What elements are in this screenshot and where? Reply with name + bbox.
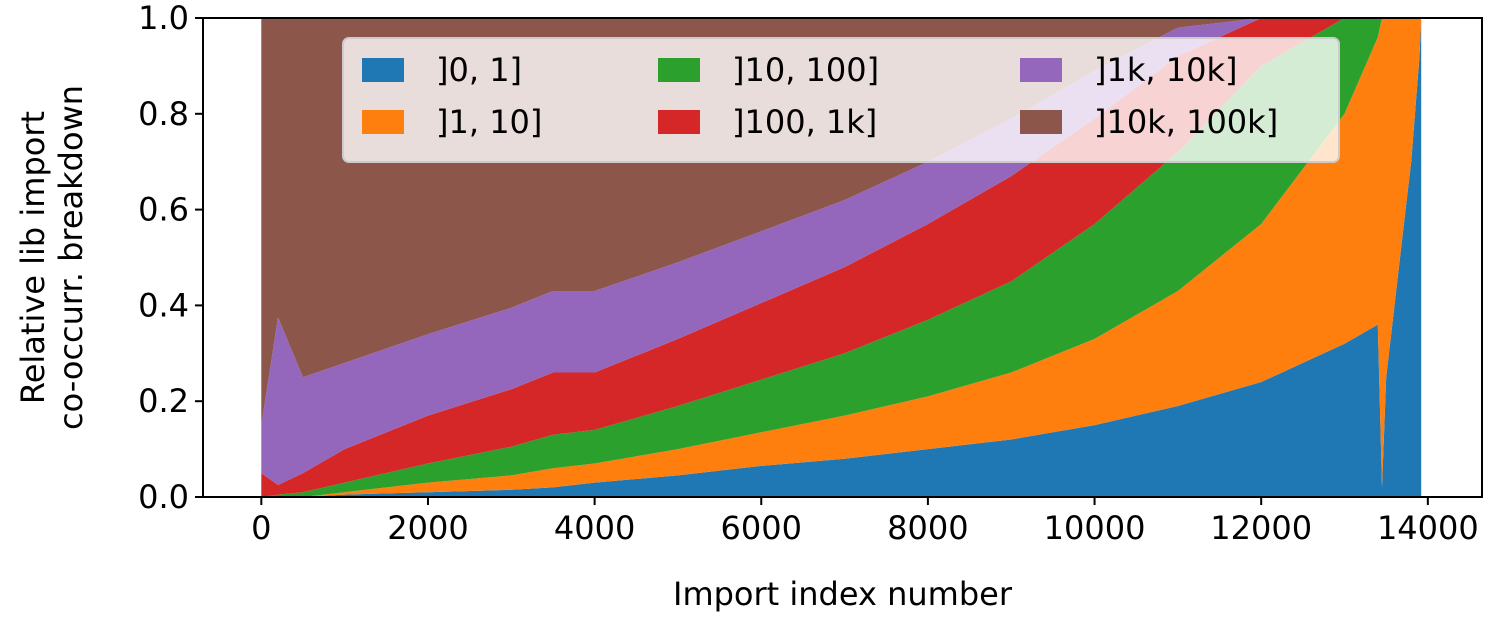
y-tick-label: 1.0 <box>138 0 189 37</box>
legend-label: ]100, 1k] <box>732 103 877 141</box>
legend-label: ]10k, 100k] <box>1094 103 1278 141</box>
y-axis-label-line-2: co-occurr. breakdown <box>52 85 90 430</box>
y-tick-label: 0.8 <box>138 95 189 133</box>
x-tick-label: 0 <box>251 509 271 547</box>
x-tick-label: 6000 <box>721 509 802 547</box>
area-series-1 <box>261 18 1422 497</box>
legend-item: ]10k, 100k] <box>1020 103 1278 141</box>
x-axis-ticks: 0 2000 4000 6000 8000 10000 12000 14000 <box>251 497 1479 547</box>
legend-label: ]1, 10] <box>436 103 542 141</box>
legend-item: ]100, 1k] <box>658 103 877 141</box>
legend-item: ]0, 1] <box>362 51 522 89</box>
legend-label: ]1k, 10k] <box>1094 51 1237 89</box>
x-tick-label: 14000 <box>1377 509 1479 547</box>
legend-box <box>342 37 1340 163</box>
legend-label: ]10, 100] <box>732 51 879 89</box>
y-tick-label: 0.2 <box>138 382 189 420</box>
legend-item: ]1k, 10k] <box>1020 51 1237 89</box>
legend-swatch <box>362 58 404 82</box>
legend-swatch <box>658 58 700 82</box>
x-tick-label: 2000 <box>387 509 468 547</box>
x-axis-label: Import index number <box>673 575 1013 613</box>
y-tick-label: 0.6 <box>138 191 189 229</box>
area-series-4 <box>261 18 1422 485</box>
y-axis-label-line-1: Relative lib import <box>14 111 52 404</box>
legend-item: ]10, 100] <box>658 51 879 89</box>
area-series-0 <box>261 18 1422 497</box>
legend-item: ]1, 10] <box>362 103 542 141</box>
legend-label: ]0, 1] <box>436 51 522 89</box>
x-tick-label: 12000 <box>1210 509 1312 547</box>
legend-swatch <box>1020 110 1062 134</box>
x-tick-label: 10000 <box>1044 509 1146 547</box>
y-axis-label: Relative lib import co-occurr. breakdown <box>14 85 90 430</box>
legend-swatch <box>658 110 700 134</box>
y-axis-ticks: 0.0 0.2 0.4 0.6 0.8 1.0 <box>138 0 203 516</box>
plot-frame <box>202 17 1483 498</box>
y-tick-label: 0.4 <box>138 286 189 324</box>
x-tick-label: 4000 <box>554 509 635 547</box>
x-tick-label: 8000 <box>887 509 968 547</box>
legend: ]0, 1] ]1, 10] ]10, 100] ]100, 1k] ]1k, 10k]… <box>342 37 1340 163</box>
y-tick-label: 0.0 <box>138 478 189 516</box>
legend-swatch <box>362 110 404 134</box>
legend-swatch <box>1020 58 1062 82</box>
